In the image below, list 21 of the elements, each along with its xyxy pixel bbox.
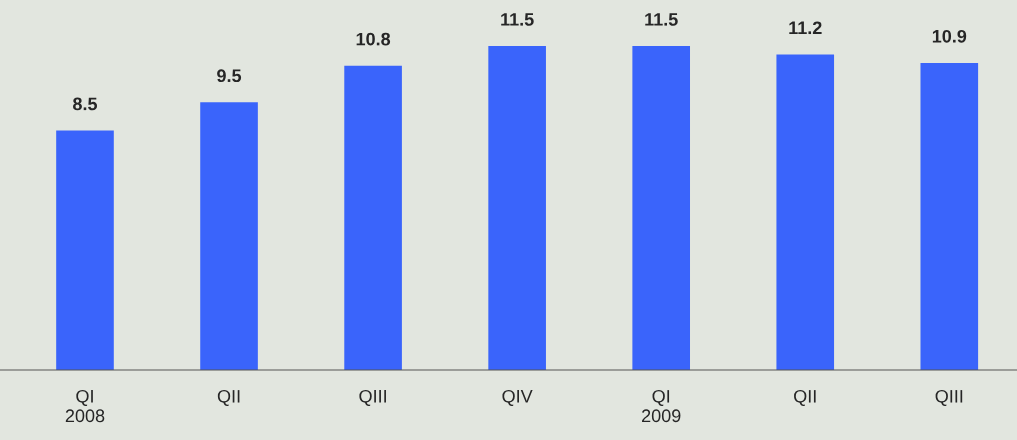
x-tick-label: QIII	[359, 389, 386, 406]
data-label: 9.5	[217, 69, 242, 83]
x-tick-label: QII	[217, 389, 240, 406]
x-tick-label: QIV	[502, 389, 533, 406]
data-label: 8.5	[73, 97, 98, 111]
x-tick-label: QI 2008	[65, 389, 105, 423]
data-label: 11.2	[789, 21, 822, 35]
data-label: 11.5	[645, 13, 678, 26]
data-label: 11.5	[501, 13, 534, 26]
x-tick-label: QIII	[935, 389, 963, 406]
bar	[488, 46, 546, 370]
bar	[56, 130, 114, 370]
data-label: 10.8	[356, 32, 391, 46]
bar	[920, 62, 979, 370]
bar	[344, 65, 402, 370]
x-tick-label: QI 2009	[642, 389, 681, 423]
x-tick-label: QII	[794, 389, 816, 406]
bar	[200, 102, 258, 370]
data-label: 10.9	[932, 29, 967, 43]
bar	[776, 54, 835, 370]
bar	[632, 46, 690, 370]
